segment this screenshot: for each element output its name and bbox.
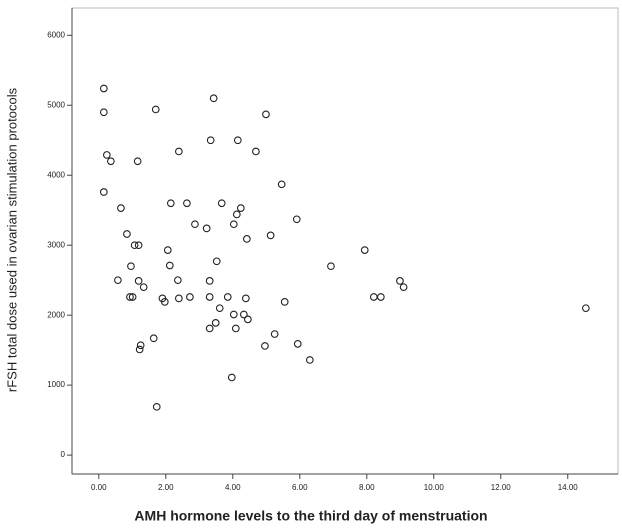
point [134, 277, 143, 285]
y-tick-label: 4000 [47, 170, 65, 179]
point [191, 220, 199, 229]
point [151, 105, 160, 114]
point [239, 310, 248, 319]
point [114, 276, 122, 285]
point [99, 84, 108, 93]
point [166, 199, 175, 208]
y-tick-label: 2000 [47, 310, 65, 319]
y-tick-label: 6000 [47, 30, 65, 39]
point [396, 277, 404, 285]
point [229, 220, 238, 229]
point [149, 334, 158, 343]
point [152, 402, 161, 411]
point [175, 294, 183, 303]
y-axis-title: rFSH total dose used in ovarian stimulat… [4, 87, 19, 392]
y-tick-label: 3000 [47, 240, 65, 249]
point [369, 293, 378, 301]
x-tick-label: 4.00 [225, 483, 241, 492]
point [215, 304, 224, 313]
point [123, 230, 131, 238]
y-tick-label: 5000 [47, 100, 65, 109]
point [212, 257, 221, 266]
point [130, 241, 139, 250]
x-tick-label: 0.00 [91, 483, 107, 492]
point [229, 310, 238, 319]
point [244, 315, 252, 324]
point [183, 199, 191, 208]
point [99, 108, 108, 117]
point [158, 294, 167, 303]
point [205, 277, 214, 285]
point [133, 157, 142, 166]
point [292, 215, 301, 224]
point [165, 261, 174, 270]
point [327, 262, 335, 271]
point [211, 319, 220, 327]
point [174, 276, 182, 285]
point [581, 304, 590, 313]
point [205, 324, 214, 333]
point [205, 293, 214, 301]
point [202, 224, 211, 233]
point [127, 262, 135, 271]
point [107, 157, 115, 166]
point [223, 293, 232, 301]
point [280, 298, 289, 306]
y-tick-label: 0 [61, 450, 66, 459]
point [252, 147, 260, 156]
x-tick-label: 8.00 [359, 483, 375, 492]
point [139, 283, 148, 292]
point [266, 231, 275, 240]
point [243, 235, 251, 243]
point [261, 342, 269, 350]
y-tick-label: 1000 [47, 380, 65, 389]
point [135, 345, 144, 354]
x-axis-title: AMH hormone levels to the third day of m… [134, 508, 487, 524]
point [399, 283, 408, 292]
point [117, 204, 125, 212]
point [236, 204, 245, 212]
point [232, 210, 241, 219]
point [376, 293, 385, 301]
point [217, 199, 226, 208]
plot-frame [71, 7, 619, 475]
point [163, 246, 172, 254]
point [277, 180, 286, 189]
point [231, 324, 240, 333]
x-tick-label: 12.00 [491, 483, 512, 492]
point [134, 241, 143, 250]
x-tick-label: 6.00 [292, 483, 308, 492]
point [293, 340, 302, 348]
point [262, 110, 270, 119]
point [206, 136, 215, 145]
point [99, 188, 108, 196]
point [305, 356, 314, 364]
point [270, 330, 279, 338]
point [102, 151, 111, 159]
point [209, 94, 218, 103]
point [136, 341, 145, 350]
point [233, 136, 242, 145]
point [128, 293, 137, 301]
x-tick-label: 10.00 [424, 483, 445, 492]
point [175, 147, 183, 156]
x-tick-label: 14.00 [558, 483, 579, 492]
point [360, 246, 369, 254]
x-tick-label: 2.00 [158, 483, 174, 492]
point [241, 294, 250, 303]
point [186, 293, 194, 301]
point [227, 373, 236, 382]
point [126, 293, 134, 301]
